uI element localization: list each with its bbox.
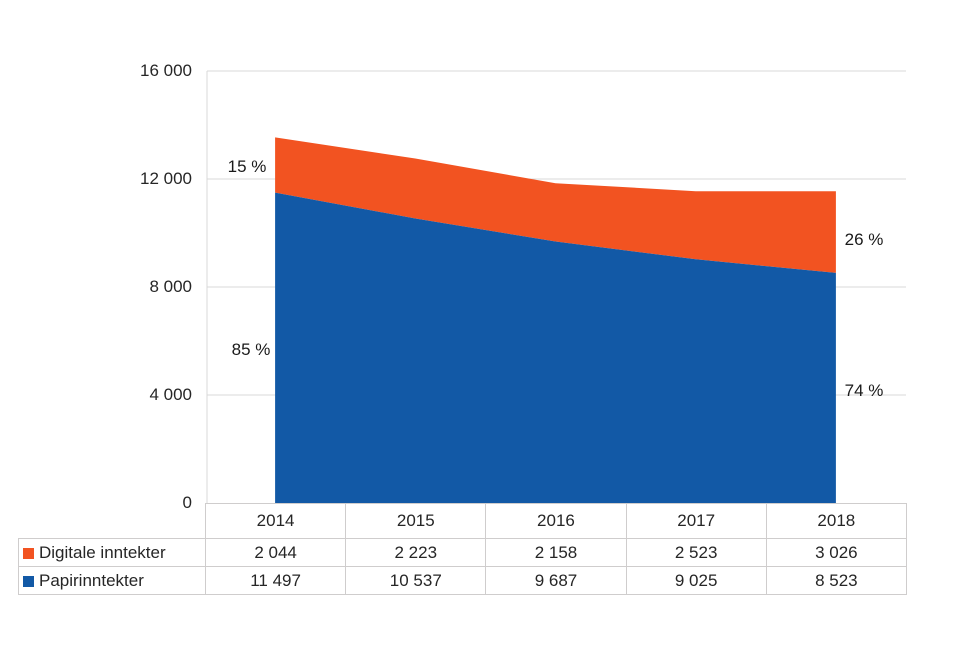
series-name-label: Digitale inntekter: [39, 542, 166, 562]
percent-label: 74 %: [844, 381, 884, 400]
legend-swatch-icon: [23, 575, 34, 587]
year-cell: 2015: [345, 503, 487, 539]
table-corner-cell: [19, 504, 206, 539]
series-name-label: Papirinntekter: [39, 570, 144, 590]
table-row-digitale-inntekter: Digitale inntekter 2 044 2 223 2 158 2 523 3 …: [18, 538, 907, 567]
data-table: 2014 2015 2016 2017 2018 Digitale inntekter 2 …: [18, 503, 907, 595]
value-cell: 2 158: [485, 538, 627, 567]
value-cell: 8 523: [765, 566, 907, 595]
value-cell: 9 687: [485, 566, 627, 595]
y-tick-label: 16 000: [140, 61, 192, 80]
value-cell: 2 044: [204, 538, 347, 567]
y-tick-label: 12 000: [140, 169, 192, 188]
year-cell: 2014: [204, 503, 347, 539]
year-cell: 2018: [765, 503, 907, 539]
legend-cell: Digitale inntekter: [18, 538, 206, 567]
y-tick-label: 8 000: [149, 277, 192, 296]
area-digitale-inntekter: [275, 137, 836, 273]
value-cell: 2 523: [625, 538, 767, 567]
value-cell: 3 026: [765, 538, 907, 567]
percent-label: 15 %: [227, 157, 267, 176]
value-cell: 9 025: [625, 566, 767, 595]
y-tick-label: 4 000: [149, 385, 192, 404]
value-cell: 10 537: [345, 566, 487, 595]
x-axis-row: 2014 2015 2016 2017 2018: [19, 503, 907, 539]
table-row-papirinntekter: Papirinntekter 11 497 10 537 9 687 9 025 8 52…: [18, 566, 907, 595]
value-cell: 2 223: [345, 538, 487, 567]
year-cell: 2017: [625, 503, 767, 539]
percent-label: 26 %: [844, 230, 884, 249]
area-papirinntekter: [275, 192, 836, 503]
percent-label: 85 %: [231, 340, 271, 359]
legend-swatch-icon: [23, 547, 34, 559]
value-cell: 11 497: [204, 566, 347, 595]
y-tick-label: 0: [182, 493, 192, 512]
legend-cell: Papirinntekter: [18, 566, 206, 595]
year-cell: 2016: [485, 503, 627, 539]
